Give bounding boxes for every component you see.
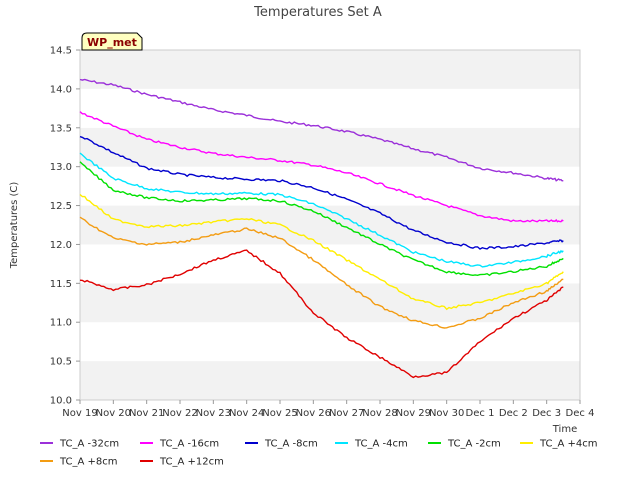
series-lines (79, 78, 564, 379)
series-line (79, 161, 564, 277)
y-tick-label: 10.5 (50, 357, 72, 368)
y-tick-label: 14.0 (50, 84, 72, 95)
x-tick-label: Nov 20 (96, 408, 131, 419)
legend-label: TC_A -32cm (59, 439, 119, 450)
legend-label: TC_A -8cm (264, 439, 318, 450)
x-tick-label: Nov 22 (162, 408, 197, 419)
grid-band (80, 127, 580, 167)
x-tick-label: Nov 24 (229, 408, 264, 419)
x-tick-label: Nov 21 (129, 408, 164, 419)
x-tick-label: Nov 23 (196, 408, 231, 419)
y-tick-label: 13.0 (50, 162, 72, 173)
grid-bands (80, 50, 580, 400)
y-tick-label: 14.5 (50, 46, 72, 57)
y-tick-label: 12.5 (50, 201, 72, 212)
grid-band (80, 283, 580, 323)
site-badge: WP_met (81, 32, 143, 51)
x-tick-label: Nov 29 (396, 408, 431, 419)
x-tick-label: Nov 27 (329, 408, 364, 419)
series-line (79, 78, 564, 182)
y-axis-title: Temperatures (C) (9, 182, 20, 270)
y-tick-label: 11.0 (50, 318, 72, 329)
series-line (79, 193, 564, 311)
badge-label: WP_met (87, 36, 137, 49)
grid-band (80, 205, 580, 245)
series-line (79, 111, 564, 223)
chart-title: Temperatures Set A (253, 5, 382, 20)
grid-band (80, 88, 580, 128)
grid-band (80, 361, 580, 400)
x-tick-label: Nov 26 (296, 408, 331, 419)
x-tick-label: Nov 25 (262, 408, 297, 419)
y-tick-label: 10.0 (50, 396, 72, 407)
series-line (79, 152, 564, 268)
plot-frame (79, 49, 581, 401)
y-tick-label: 13.5 (50, 123, 72, 134)
y-axis: 10.0 10.5 11.0 11.5 12.0 12.5 13.0 13.5 14.0 14.5 (50, 46, 80, 407)
legend-label: TC_A +12cm (159, 457, 224, 468)
x-tick-label: Dec 3 (532, 408, 561, 419)
x-tick-label: Nov 30 (429, 408, 464, 419)
legend-label: TC_A -2cm (447, 439, 501, 450)
x-tick-label: Nov 28 (362, 408, 397, 419)
y-tick-label: 12.0 (50, 240, 72, 251)
x-tick-label: Dec 2 (499, 408, 528, 419)
series-line (79, 135, 564, 250)
series-line (79, 216, 564, 329)
legend-label: TC_A +8cm (59, 457, 118, 468)
legend-label: TC_A +4cm (539, 439, 598, 450)
legend-label: TC_A -4cm (354, 439, 408, 450)
grid-band (80, 322, 580, 362)
grid-band (80, 50, 580, 89)
x-tick-label: Dec 1 (466, 408, 495, 419)
legend-label: TC_A -16cm (159, 439, 219, 450)
series-line (79, 249, 564, 379)
x-tick-label: Nov 19 (62, 408, 97, 419)
legend: TC_A -32cm TC_A -16cm TC_A -8cm TC_A -4cm TC… (40, 439, 598, 468)
x-tick-label: Dec 4 (566, 408, 595, 419)
y-tick-label: 11.5 (50, 279, 72, 290)
x-axis-title: Time (552, 424, 577, 435)
